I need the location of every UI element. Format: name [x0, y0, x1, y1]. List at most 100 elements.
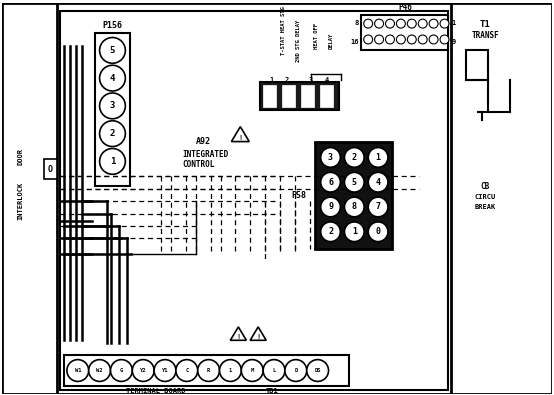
- Text: HEAT OFF: HEAT OFF: [314, 23, 319, 49]
- Text: 1: 1: [110, 157, 115, 166]
- Text: Y2: Y2: [140, 368, 146, 373]
- Circle shape: [368, 147, 388, 167]
- Bar: [301, 85, 314, 107]
- Text: T-STAT HEAT STG: T-STAT HEAT STG: [281, 6, 286, 55]
- Text: 1: 1: [269, 77, 273, 83]
- Text: 1: 1: [452, 20, 455, 26]
- Circle shape: [429, 19, 438, 28]
- Circle shape: [285, 359, 307, 382]
- Text: 8: 8: [354, 20, 358, 26]
- Circle shape: [429, 35, 438, 44]
- Text: 16: 16: [350, 40, 358, 45]
- Circle shape: [263, 359, 285, 382]
- Text: 1: 1: [229, 368, 232, 373]
- Text: TB1: TB1: [266, 388, 279, 394]
- Circle shape: [407, 35, 416, 44]
- Circle shape: [242, 359, 263, 382]
- Text: W2: W2: [96, 368, 103, 373]
- Text: BREAK: BREAK: [475, 204, 496, 210]
- Circle shape: [100, 93, 125, 119]
- Circle shape: [321, 172, 340, 192]
- Text: 2: 2: [285, 77, 289, 83]
- Text: D: D: [294, 368, 297, 373]
- Circle shape: [375, 19, 383, 28]
- Circle shape: [440, 19, 449, 28]
- Circle shape: [364, 19, 373, 28]
- Text: 0: 0: [376, 227, 381, 236]
- Text: L: L: [273, 368, 276, 373]
- Text: 4: 4: [110, 73, 115, 83]
- Bar: [263, 85, 276, 107]
- Circle shape: [364, 35, 373, 44]
- Text: !: !: [256, 334, 260, 340]
- Text: 8: 8: [352, 203, 357, 211]
- Bar: [95, 32, 130, 186]
- Text: 7: 7: [376, 203, 381, 211]
- Circle shape: [407, 19, 416, 28]
- Text: !: !: [238, 135, 243, 141]
- Text: DELAY: DELAY: [329, 32, 334, 49]
- Text: 9: 9: [452, 40, 455, 45]
- Bar: [466, 51, 488, 80]
- Text: TRANSF: TRANSF: [471, 31, 499, 40]
- Circle shape: [397, 35, 406, 44]
- Text: DS: DS: [314, 368, 321, 373]
- Circle shape: [110, 359, 132, 382]
- Bar: [361, 15, 449, 51]
- Text: R: R: [207, 368, 210, 373]
- Circle shape: [154, 359, 176, 382]
- Text: 2: 2: [352, 153, 357, 162]
- Text: 4: 4: [376, 178, 381, 187]
- Text: C: C: [185, 368, 188, 373]
- Text: A92: A92: [196, 137, 211, 146]
- Text: 3: 3: [328, 153, 333, 162]
- Circle shape: [418, 19, 427, 28]
- Text: TERMINAL BOARD: TERMINAL BOARD: [126, 388, 186, 394]
- Text: 3: 3: [110, 102, 115, 110]
- Text: 1: 1: [352, 227, 357, 236]
- Circle shape: [345, 222, 364, 242]
- Bar: [260, 82, 340, 110]
- Polygon shape: [232, 127, 249, 141]
- Circle shape: [198, 359, 219, 382]
- Text: CONTROL: CONTROL: [183, 160, 215, 169]
- Circle shape: [321, 222, 340, 242]
- Circle shape: [176, 359, 198, 382]
- Text: INTEGRATED: INTEGRATED: [183, 150, 229, 159]
- Text: 1: 1: [376, 153, 381, 162]
- Circle shape: [440, 35, 449, 44]
- Circle shape: [321, 197, 340, 217]
- Text: !: !: [236, 334, 240, 340]
- Bar: [315, 141, 392, 248]
- Text: M: M: [250, 368, 254, 373]
- Text: 2: 2: [110, 129, 115, 138]
- Text: P58: P58: [291, 191, 306, 199]
- Circle shape: [386, 19, 394, 28]
- Circle shape: [418, 35, 427, 44]
- Text: O: O: [48, 165, 53, 174]
- Text: 2: 2: [328, 227, 333, 236]
- Circle shape: [368, 197, 388, 217]
- Circle shape: [67, 359, 89, 382]
- Circle shape: [386, 35, 394, 44]
- Circle shape: [375, 35, 383, 44]
- Bar: [282, 85, 295, 107]
- Text: 3: 3: [309, 77, 313, 83]
- Text: P156: P156: [102, 21, 122, 30]
- Circle shape: [397, 19, 406, 28]
- Circle shape: [345, 172, 364, 192]
- Circle shape: [368, 172, 388, 192]
- Circle shape: [219, 359, 242, 382]
- Text: CIRCU: CIRCU: [475, 194, 496, 200]
- Text: 2ND STG DELAY: 2ND STG DELAY: [296, 19, 301, 62]
- Text: CB: CB: [480, 182, 490, 191]
- Circle shape: [345, 197, 364, 217]
- Circle shape: [100, 65, 125, 91]
- Circle shape: [100, 38, 125, 63]
- Circle shape: [132, 359, 154, 382]
- Polygon shape: [230, 327, 247, 340]
- Circle shape: [89, 359, 110, 382]
- Circle shape: [321, 147, 340, 167]
- Bar: [60, 11, 449, 390]
- Text: T1: T1: [480, 20, 490, 29]
